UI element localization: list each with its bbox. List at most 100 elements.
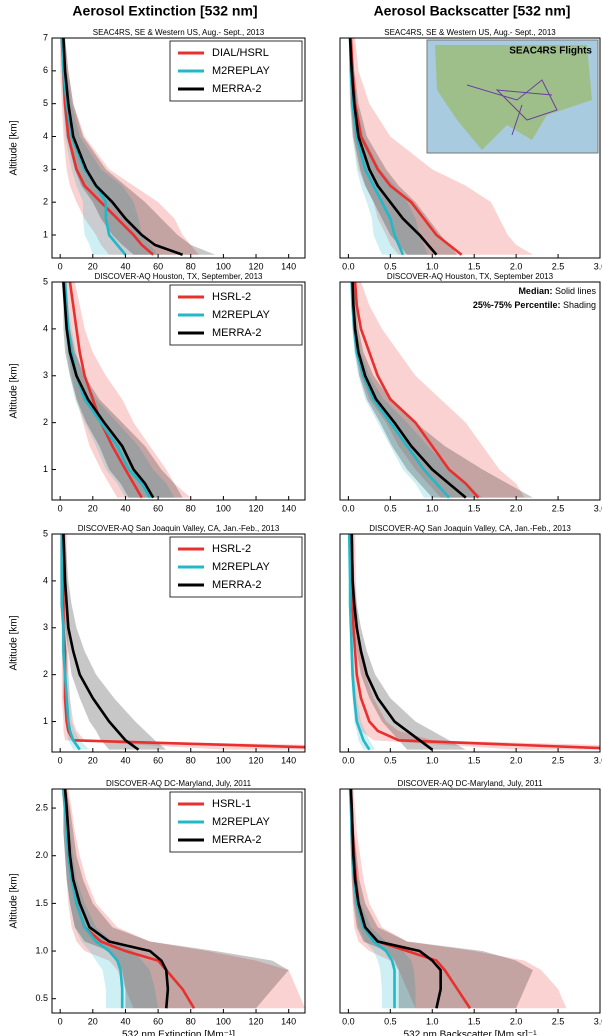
panel-title: DISCOVER-AQ DC-Maryland, July, 2011	[106, 779, 252, 788]
y-tick-label: 3	[43, 370, 48, 380]
x-tick-label: 120	[249, 755, 264, 765]
legend-label: HSRL-1	[212, 798, 251, 810]
plot-area	[348, 38, 533, 256]
legend-label: M2REPLAY	[212, 65, 271, 77]
x-tick-label: 140	[281, 503, 296, 513]
x-tick-label: 80	[186, 755, 196, 765]
x-tick-label: 0.5	[384, 503, 397, 513]
x-tick-label: 0.5	[384, 1016, 397, 1026]
y-tick-label: 2	[43, 669, 48, 679]
x-tick-label: 140	[281, 755, 296, 765]
y-tick-label: 1.5	[35, 898, 48, 908]
y-tick-label: 5	[43, 528, 48, 538]
legend-label: MERRA-2	[212, 327, 262, 339]
x-tick-label: 100	[216, 1016, 231, 1026]
x-tick-label: 1.5	[468, 261, 481, 271]
x-tick-label: 1.0	[426, 1016, 439, 1026]
percentile-band	[63, 282, 191, 498]
legend-label: M2REPLAY	[212, 816, 271, 828]
x-tick-label: 0.0	[342, 503, 355, 513]
percentile-band	[61, 534, 167, 750]
plot-area	[350, 282, 533, 499]
plot-frame	[339, 281, 601, 501]
x-tick-label: 2.5	[552, 755, 565, 765]
panel-title: DISCOVER-AQ DC-Maryland, July, 2011	[397, 779, 543, 788]
x-tick-label: 80	[186, 1016, 196, 1026]
x-tick-label: 40	[120, 503, 130, 513]
x-tick-label: 1.5	[468, 1016, 481, 1026]
plot-frame	[51, 281, 306, 501]
median-line	[351, 282, 467, 499]
percentile-band	[349, 534, 376, 750]
y-axis-label: Altitude [km]	[9, 873, 20, 928]
y-tick-label: 6	[43, 65, 48, 75]
y-tick-label: 2.0	[35, 850, 48, 860]
x-tick-label: 100	[216, 261, 231, 271]
x-tick-label: 3.0	[594, 261, 602, 271]
y-tick-label: 1	[43, 464, 48, 474]
x-tick-label: 0	[58, 1016, 63, 1026]
y-tick-label: 1	[43, 229, 48, 239]
x-tick-label: 2.0	[510, 503, 523, 513]
plot-area	[60, 38, 216, 256]
y-axis-label: Altitude [km]	[9, 615, 20, 670]
column-title: Aerosol Backscatter [532 nm]	[374, 3, 571, 19]
x-tick-label: 2.5	[552, 261, 565, 271]
annotation-text: Shading	[563, 300, 596, 310]
x-tick-label: 0	[58, 755, 63, 765]
x-tick-label: 60	[153, 755, 163, 765]
x-tick-label: 2.5	[552, 503, 565, 513]
x-tick-label: 1.0	[426, 503, 439, 513]
x-tick-label: 0.0	[342, 755, 355, 765]
y-tick-label: 4	[43, 323, 48, 333]
x-tick-label: 120	[249, 503, 264, 513]
x-tick-label: 60	[153, 503, 163, 513]
x-tick-label: 2.5	[552, 1016, 565, 1026]
map-land	[435, 45, 592, 150]
x-tick-label: 40	[120, 755, 130, 765]
x-tick-label: 40	[120, 1016, 130, 1026]
y-tick-label: 0.5	[35, 993, 48, 1003]
y-tick-label: 2.5	[35, 802, 48, 812]
x-tick-label: 60	[153, 1016, 163, 1026]
percentile-band	[60, 38, 159, 255]
legend-label: MERRA-2	[212, 579, 262, 591]
percentile-band	[61, 789, 289, 1009]
percentile-band	[350, 282, 533, 498]
legend-label: DIAL/HSRL	[212, 47, 269, 59]
x-tick-label: 140	[281, 1016, 296, 1026]
y-axis-label: Altitude [km]	[9, 363, 20, 418]
median-line	[347, 534, 371, 751]
percentile-band	[350, 282, 483, 498]
panel-title: DISCOVER-AQ Houston, TX, September, 2013	[95, 272, 263, 281]
legend-label: M2REPLAY	[212, 309, 271, 321]
percentile-band	[349, 789, 533, 1009]
median-line	[350, 534, 434, 751]
panel-title: SEAC4RS, SE & Western US, Aug.- Sept., 2…	[384, 28, 556, 37]
x-tick-label: 0.0	[342, 1016, 355, 1026]
median-line	[348, 38, 438, 256]
legend-label: MERRA-2	[212, 83, 262, 95]
x-tick-label: 1.0	[426, 261, 439, 271]
x-tick-label: 3.0	[594, 755, 602, 765]
x-tick-label: 100	[216, 503, 231, 513]
median-line	[68, 282, 143, 499]
median-line	[60, 534, 81, 751]
x-tick-label: 3.0	[594, 503, 602, 513]
legend-label: MERRA-2	[212, 834, 262, 846]
y-tick-label: 7	[43, 32, 48, 42]
x-tick-label: 0.0	[342, 261, 355, 271]
x-tick-label: 80	[186, 261, 196, 271]
median-line	[62, 789, 124, 1009]
percentile-band	[349, 38, 458, 255]
legend-label: HSRL-2	[212, 543, 251, 555]
plot-frame	[51, 37, 306, 259]
percentile-band	[349, 789, 567, 1009]
y-tick-label: 4	[43, 575, 48, 585]
x-tick-label: 1.5	[468, 755, 481, 765]
median-line	[62, 282, 155, 499]
inset-title: SEAC4RS Flights	[509, 46, 592, 57]
y-tick-label: 1	[43, 716, 48, 726]
x-tick-label: 2.0	[510, 261, 523, 271]
median-line	[63, 282, 152, 499]
